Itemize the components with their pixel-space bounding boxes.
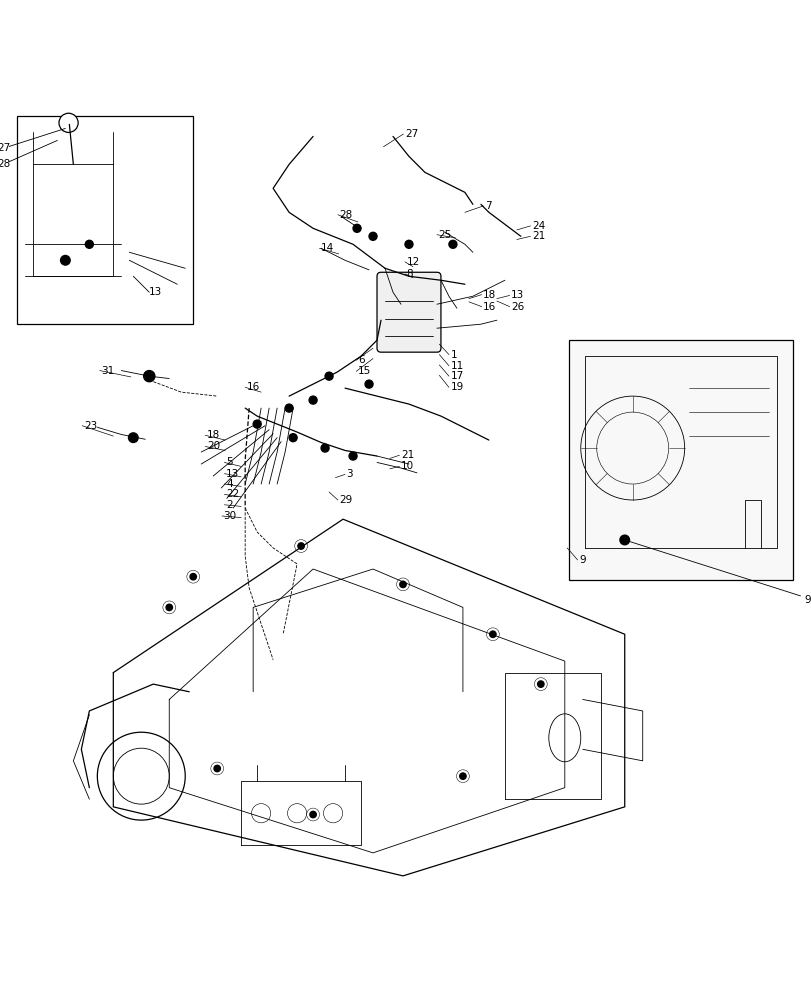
Text: 25: 25	[438, 230, 451, 240]
Text: 18: 18	[483, 290, 496, 300]
Circle shape	[489, 631, 496, 637]
Text: 3: 3	[346, 469, 353, 479]
Text: 4: 4	[225, 479, 232, 489]
Circle shape	[399, 581, 406, 588]
Text: 17: 17	[450, 371, 463, 381]
Text: 27: 27	[0, 143, 11, 153]
Circle shape	[59, 113, 78, 132]
Circle shape	[349, 452, 357, 460]
Circle shape	[190, 574, 196, 580]
Bar	[568, 340, 792, 580]
Bar	[17, 116, 193, 324]
Circle shape	[448, 240, 457, 248]
Text: 11: 11	[450, 361, 463, 371]
Text: 29: 29	[339, 495, 352, 505]
Circle shape	[85, 240, 93, 248]
Text: 27: 27	[405, 129, 418, 139]
Circle shape	[214, 765, 220, 772]
Text: 31: 31	[101, 366, 114, 376]
Text: 18: 18	[207, 430, 220, 440]
Text: 5: 5	[225, 457, 232, 467]
Text: 9: 9	[804, 595, 810, 605]
Circle shape	[289, 434, 297, 442]
Text: 1: 1	[450, 350, 457, 360]
Text: 28: 28	[0, 159, 11, 169]
Circle shape	[128, 433, 138, 442]
Circle shape	[309, 396, 317, 404]
Circle shape	[285, 404, 293, 412]
Circle shape	[368, 232, 376, 240]
Text: 26: 26	[511, 302, 524, 312]
Text: 12: 12	[406, 257, 419, 267]
Text: 19: 19	[450, 382, 463, 392]
Text: 13: 13	[149, 287, 162, 297]
Circle shape	[61, 255, 70, 265]
Circle shape	[310, 811, 316, 818]
FancyBboxPatch shape	[376, 272, 440, 352]
Circle shape	[459, 773, 466, 779]
Circle shape	[144, 371, 155, 382]
Circle shape	[298, 543, 304, 549]
Text: 6: 6	[358, 355, 364, 365]
Circle shape	[166, 604, 172, 611]
Text: 16: 16	[247, 382, 260, 392]
Text: 16: 16	[483, 302, 496, 312]
Circle shape	[320, 444, 328, 452]
Text: 15: 15	[358, 366, 371, 376]
Text: 8: 8	[406, 269, 413, 279]
Text: 30: 30	[223, 511, 237, 521]
Text: 2: 2	[225, 500, 232, 510]
Text: 13: 13	[511, 290, 524, 300]
Text: 23: 23	[84, 421, 97, 431]
Circle shape	[405, 240, 413, 248]
Circle shape	[537, 681, 543, 687]
Text: 28: 28	[339, 210, 352, 220]
Text: 13: 13	[225, 469, 239, 479]
Text: 7: 7	[484, 201, 491, 211]
Text: 24: 24	[531, 221, 545, 231]
Text: 9: 9	[578, 555, 585, 565]
Text: 14: 14	[320, 243, 334, 253]
Text: 20: 20	[207, 441, 220, 451]
Text: 21: 21	[531, 231, 545, 241]
Circle shape	[353, 224, 361, 232]
Circle shape	[365, 380, 372, 388]
Circle shape	[324, 372, 333, 380]
Text: 10: 10	[401, 461, 414, 471]
Circle shape	[619, 535, 629, 545]
Circle shape	[253, 420, 261, 428]
Text: 21: 21	[401, 450, 414, 460]
Text: 22: 22	[225, 489, 239, 499]
